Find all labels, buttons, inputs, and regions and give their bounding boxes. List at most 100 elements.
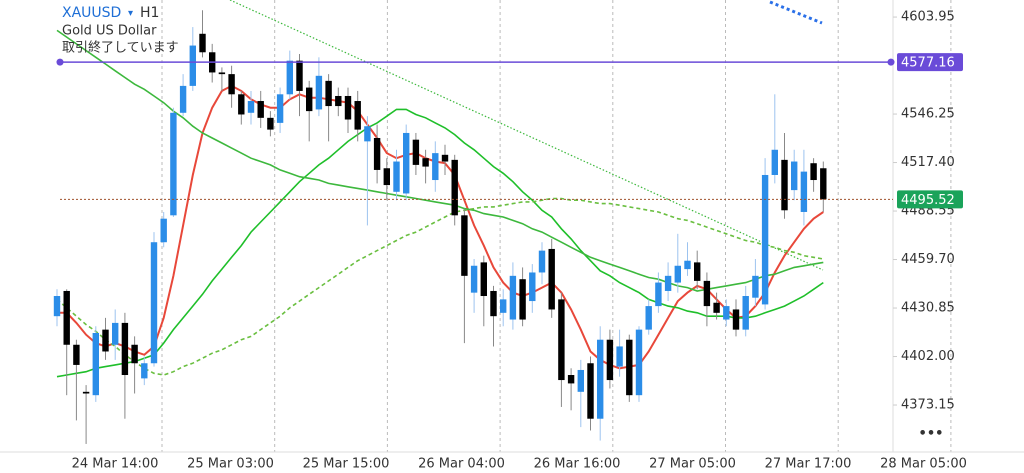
candle-body <box>247 101 255 113</box>
candle-body <box>228 74 235 95</box>
candle-body <box>141 363 148 379</box>
x-tick-label: 25 Mar 03:00 <box>187 457 274 472</box>
candle-body <box>538 250 546 273</box>
time-grid <box>161 0 952 452</box>
candle-body <box>82 391 90 394</box>
x-tick-label: 28 Mar 05:00 <box>880 457 967 472</box>
candle-body <box>752 275 759 298</box>
candle-body <box>63 290 70 345</box>
candle-body <box>500 299 507 313</box>
y-tick-label: 4517.40 <box>901 155 955 170</box>
symbol-dropdown[interactable]: ▾ <box>128 8 133 19</box>
indicator-line <box>57 84 824 370</box>
candle-body <box>558 299 565 381</box>
candle-body <box>276 94 284 123</box>
candle-body <box>577 369 584 392</box>
x-tick-label: 25 Mar 15:00 <box>303 457 390 472</box>
candle-body <box>567 375 575 384</box>
candle-body <box>451 159 458 216</box>
candle-body <box>112 322 119 345</box>
candle-body <box>820 168 827 200</box>
candle-body <box>597 339 604 419</box>
candle-body <box>626 339 633 396</box>
candle-body <box>713 302 720 313</box>
indicator-line <box>56 197 824 376</box>
candle-body <box>732 309 740 330</box>
timeframe[interactable]: H1 <box>140 5 159 21</box>
y-tick-label: 4373.15 <box>901 398 955 413</box>
candle-body <box>373 138 381 170</box>
candle-body <box>480 262 487 297</box>
price-line-handle <box>887 58 895 66</box>
symbol[interactable]: XAUUSD <box>62 5 121 21</box>
candle-body <box>403 132 410 194</box>
candle-body <box>131 344 138 364</box>
price-label: 4577.16 <box>901 56 955 71</box>
candle-body <box>684 260 691 270</box>
candle-body <box>325 80 332 107</box>
market-status: 取引終了しています <box>62 40 179 56</box>
candle-body <box>354 101 361 130</box>
candle-body <box>102 329 109 352</box>
candle-body <box>393 161 400 192</box>
candle-body <box>791 161 798 191</box>
candle-body <box>344 95 352 120</box>
candle-body <box>674 265 681 283</box>
trend-line <box>229 0 824 271</box>
candle-body <box>441 154 449 162</box>
candle-body <box>509 275 517 320</box>
candle-body <box>53 296 61 317</box>
x-axis: 24 Mar 14:00 25 Mar 03:00 25 Mar 15:00 26 M… <box>72 457 967 472</box>
subtitle: Gold US Dollar <box>62 24 157 39</box>
candle-body <box>383 168 390 186</box>
y-tick-label: 4603.95 <box>901 10 955 25</box>
series-layer <box>53 10 827 444</box>
y-tick-label: 4459.70 <box>901 252 955 267</box>
candle-body <box>703 280 711 307</box>
candle-body <box>519 279 526 320</box>
candle-body <box>461 215 468 276</box>
candle-body <box>635 329 643 396</box>
candle-body <box>335 95 342 107</box>
candle-body <box>121 322 129 376</box>
candle-body <box>315 75 323 110</box>
candle-body <box>761 174 769 305</box>
y-tick-label: 4430.85 <box>901 301 955 316</box>
x-tick-label: 27 Mar 17:00 <box>765 457 852 472</box>
candle-body <box>238 94 245 115</box>
candle-body <box>257 101 264 118</box>
indicator-line <box>56 108 824 378</box>
candle-body <box>470 265 478 293</box>
candle-body <box>296 60 303 91</box>
candle-body <box>199 33 206 53</box>
trend-line <box>769 0 823 25</box>
candle-body <box>655 282 662 307</box>
candle-body <box>160 218 167 243</box>
candle-body <box>73 344 80 365</box>
candle-body <box>412 139 420 165</box>
candle-body <box>548 248 555 310</box>
candle-body <box>189 45 196 86</box>
candle-body <box>616 346 623 367</box>
candle-body <box>364 126 371 142</box>
candle-body <box>606 339 614 381</box>
x-tick-label: 27 Mar 05:00 <box>649 457 736 472</box>
candle-body <box>742 296 749 330</box>
y-tick-label: 4402.00 <box>901 349 955 364</box>
candle-body <box>267 117 274 130</box>
candle-body <box>694 262 701 281</box>
price-label-box <box>897 53 963 72</box>
candle-body <box>529 272 536 302</box>
candle-body <box>800 171 808 212</box>
plot-area <box>53 0 827 444</box>
candle-body <box>771 149 778 175</box>
menu-button[interactable]: ••• <box>919 427 944 442</box>
indicator-line <box>56 29 824 292</box>
candle-body <box>587 363 594 419</box>
candle-body <box>306 87 313 112</box>
candle-body <box>723 306 730 320</box>
candle-body <box>218 72 226 75</box>
candle-body <box>664 275 672 291</box>
